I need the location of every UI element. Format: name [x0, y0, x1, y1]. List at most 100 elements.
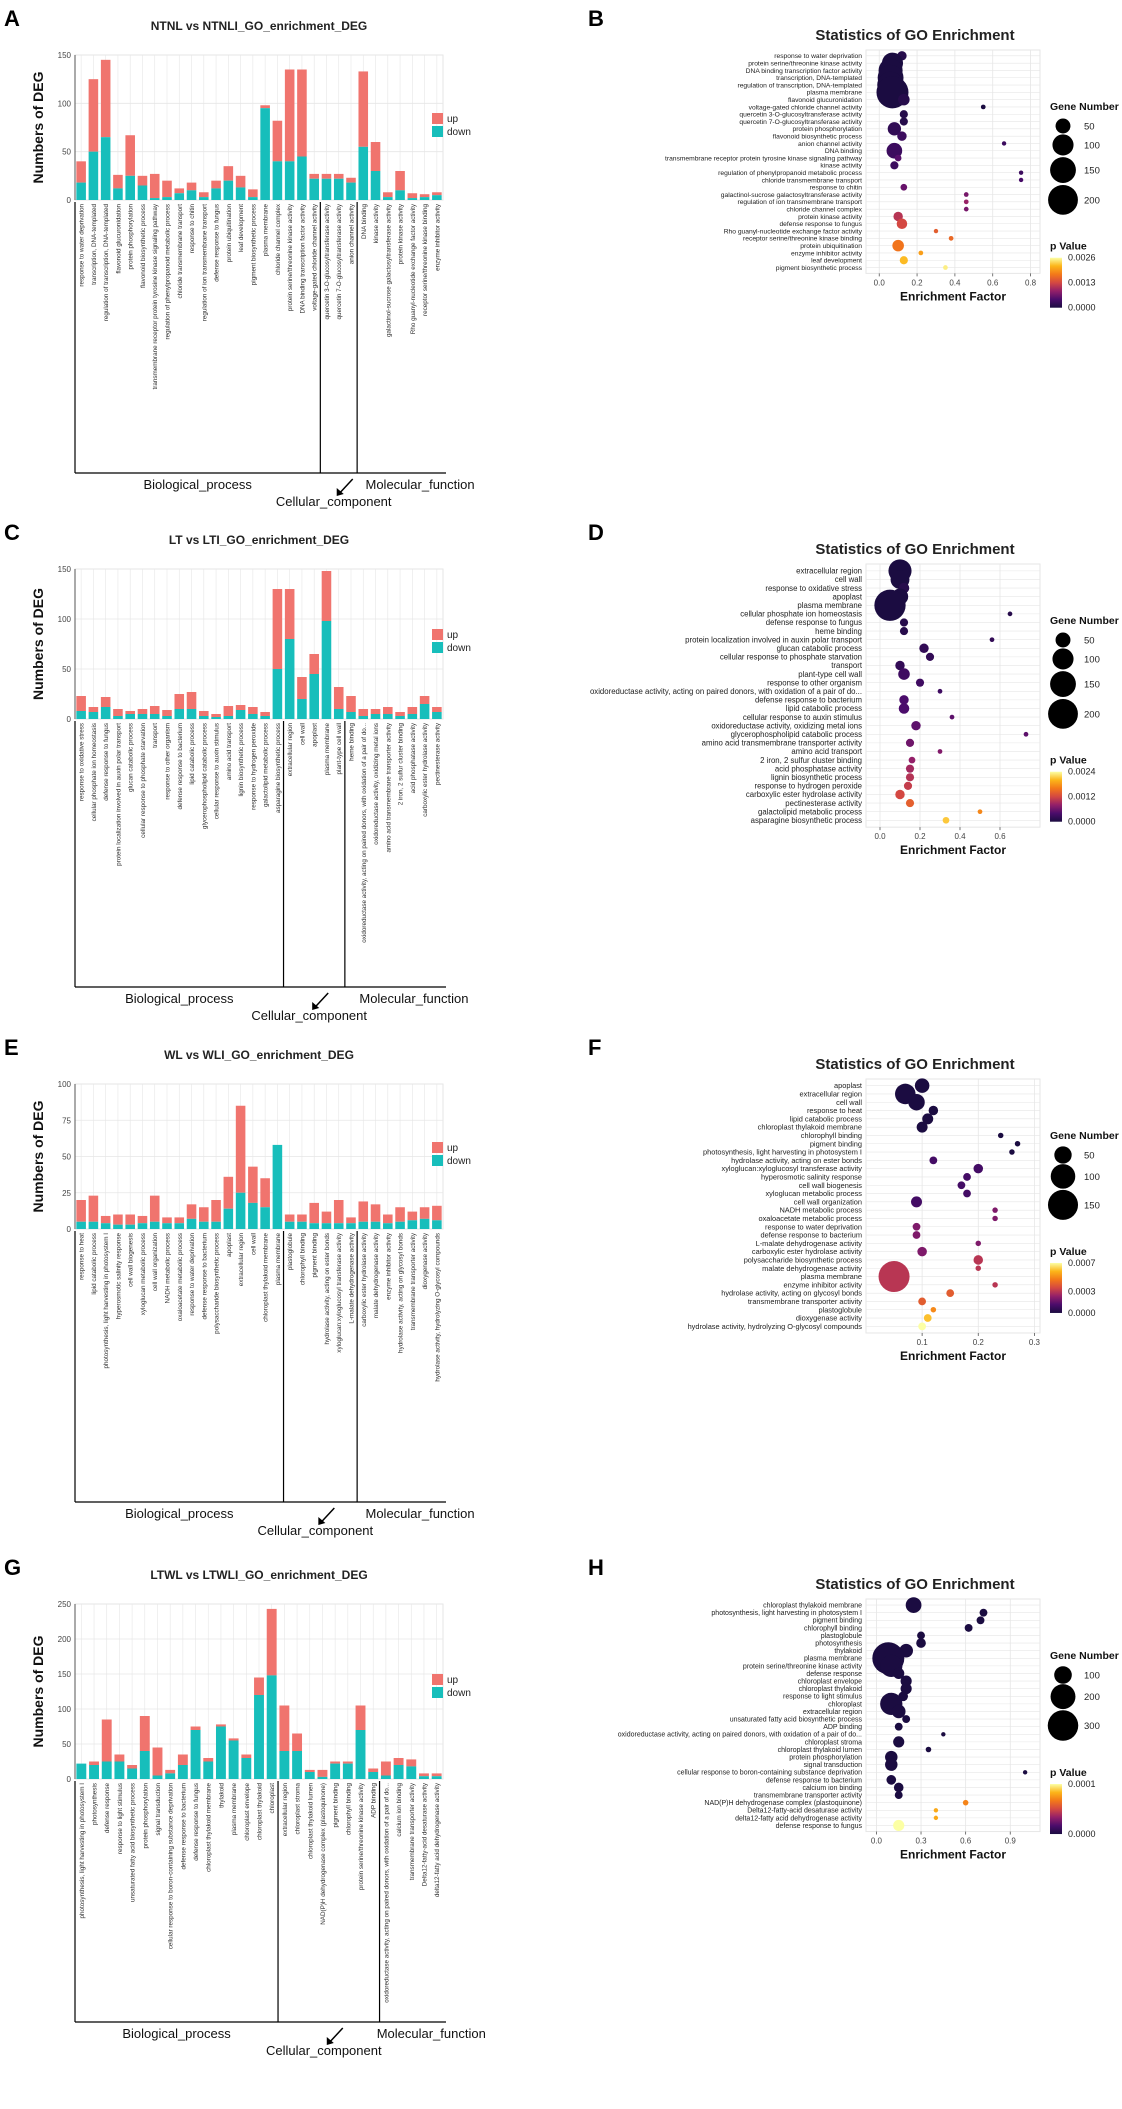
bar-up: [127, 1765, 138, 1769]
dot-term-label: response to light stimulus: [783, 1694, 862, 1701]
panel-letter: B: [588, 6, 604, 31]
bar-category-label: response to other organism: [165, 723, 172, 800]
bar-category-label: regulation of phenylpropanoid metabolic …: [165, 204, 172, 339]
dot-term-label: protein serine/threonine kinase activity: [743, 1663, 863, 1670]
group-label-molecular: Molecular_function: [377, 2026, 486, 2041]
dot-point: [917, 1631, 925, 1640]
bar-down: [395, 190, 405, 200]
dot-term-label: transmembrane transporter activity: [748, 1297, 862, 1306]
bar-up: [333, 1200, 344, 1224]
dot-point: [930, 1306, 937, 1313]
bar-up: [309, 173, 319, 179]
size-legend-label: 100: [1084, 140, 1100, 151]
bar-y-axis-label: Numbers of DEG: [30, 1635, 46, 1747]
dot-point: [925, 1746, 932, 1753]
dot-term-label: NADH metabolic process: [779, 1206, 862, 1215]
bar-up: [241, 1754, 252, 1758]
bar-category-label: dioxygenase activity: [422, 1232, 429, 1289]
bar-down: [100, 1223, 111, 1229]
bar-category-label: protein serine/threonine kinase activity: [358, 1782, 365, 1890]
bar-category-label: ADP binding: [371, 1783, 378, 1818]
dot-point: [963, 192, 969, 197]
dot-point: [905, 1597, 922, 1613]
arrow-line: [314, 992, 329, 1008]
bar-down: [235, 187, 246, 200]
bar-up: [88, 1195, 99, 1222]
bar-category-label: photosynthesis: [92, 1783, 99, 1825]
bar-category-label: extracellular region: [238, 1233, 245, 1287]
bar-category-label: leaf development: [238, 204, 245, 252]
dot-term-label: plastoglobule: [821, 1633, 862, 1640]
bar-down: [190, 1730, 201, 1779]
bar-up: [355, 1705, 366, 1730]
legend-label-down: down: [447, 127, 471, 138]
bar-category-label: protein phosphorylation: [128, 204, 135, 270]
bar-down: [76, 1221, 86, 1229]
bar-category-label: cellular response to auxin stimulus: [214, 723, 221, 819]
bar-category-label: chloroplast thylakoid membrane: [206, 1783, 213, 1872]
dot-term-label: L-malate dehydrogenase activity: [756, 1239, 863, 1248]
bar-down: [248, 714, 258, 719]
dot-term-label: defense response to fungus: [766, 618, 862, 627]
bar-category-label: plasma membrane: [275, 1233, 282, 1286]
dot-term-label: defense response: [806, 1671, 862, 1678]
p-legend-label: 0.0000: [1068, 817, 1096, 827]
bar-down: [266, 1675, 277, 1779]
bar-category-label: defense response to bacterium: [177, 723, 184, 809]
bar-category-label: NAD(P)H dehydrogenase complex (plastoqui…: [320, 1783, 327, 1925]
dot-term-label: oxidoreductase activity, oxidizing metal…: [711, 721, 862, 730]
bar-category-label: lignin biosynthetic process: [238, 723, 245, 797]
bar-down: [88, 1221, 99, 1229]
dot-term-label: oxidoreductase activity, acting on paire…: [618, 1732, 862, 1739]
dot-term-label: regulation of transcription, DNA-templat…: [737, 82, 862, 89]
group-label-molecular: Molecular_function: [359, 991, 468, 1006]
bar-up: [88, 79, 99, 152]
dot-term-label: chloride transmembrane transport: [762, 177, 863, 184]
bar-category-label: response to heat: [79, 1233, 86, 1280]
bar-y-tick-label: 150: [58, 1670, 72, 1679]
dot-term-label: Rho guanyl-nucleotide exchange factor ac…: [724, 228, 863, 235]
dot-term-label: pectinesterase activity: [785, 799, 862, 808]
dot-term-label: apoplast: [834, 1081, 862, 1090]
bar-category-label: apoplast: [312, 723, 319, 747]
dot-point: [929, 1156, 938, 1165]
size-legend-label: 50: [1084, 122, 1095, 133]
dot-term-label: transmembrane receptor protein tyrosine …: [665, 155, 863, 162]
dot-x-axis-label: Enrichment Factor: [900, 1349, 1006, 1363]
dot-term-label: plant-type cell wall: [798, 670, 862, 679]
bar-category-label: defense response to fungus: [193, 1783, 200, 1861]
dot-x-tick-label: 0.1: [917, 1338, 929, 1347]
bar-down: [199, 1221, 209, 1229]
dot-term-label: galactolipid metabolic process: [758, 807, 862, 816]
bar-up: [215, 1724, 226, 1727]
size-legend-dot: [1055, 632, 1071, 648]
bar-up: [223, 706, 234, 716]
dot-point: [899, 626, 909, 636]
dot-term-label: kinase activity: [820, 163, 862, 170]
bar-chart-title: LTWL vs LTWLI_GO_enrichment_DEG: [150, 1568, 367, 1582]
bar-down: [272, 669, 283, 719]
bar-category-label: 2 iron, 2 sulfur cluster binding: [398, 723, 405, 806]
bar-category-label: receptor serine/threonine kinase binding: [422, 204, 429, 317]
dot-point: [975, 1240, 982, 1247]
dot-point: [964, 1623, 973, 1632]
bar-y-tick-label: 250: [58, 1600, 72, 1609]
bar-up: [284, 589, 295, 639]
bar-down: [304, 1772, 315, 1779]
dot-point: [899, 618, 909, 627]
bar-up: [419, 696, 430, 704]
bar-up: [407, 707, 418, 714]
bar-up: [260, 105, 270, 109]
bar-up: [419, 1207, 430, 1219]
bar-down: [272, 161, 283, 200]
bar-y-tick-label: 25: [62, 1189, 71, 1198]
bar-down: [260, 108, 270, 200]
bar-down: [333, 178, 344, 200]
dot-point: [975, 1265, 982, 1271]
dot-x-axis-label: Enrichment Factor: [900, 289, 1006, 303]
p-legend-colorbar: [1050, 257, 1062, 308]
bar-up: [223, 166, 234, 181]
dot-point: [918, 1297, 927, 1306]
dot-x-tick-label: 0.8: [1025, 278, 1037, 287]
bar-category-label: protein ubiquitination: [226, 204, 233, 263]
